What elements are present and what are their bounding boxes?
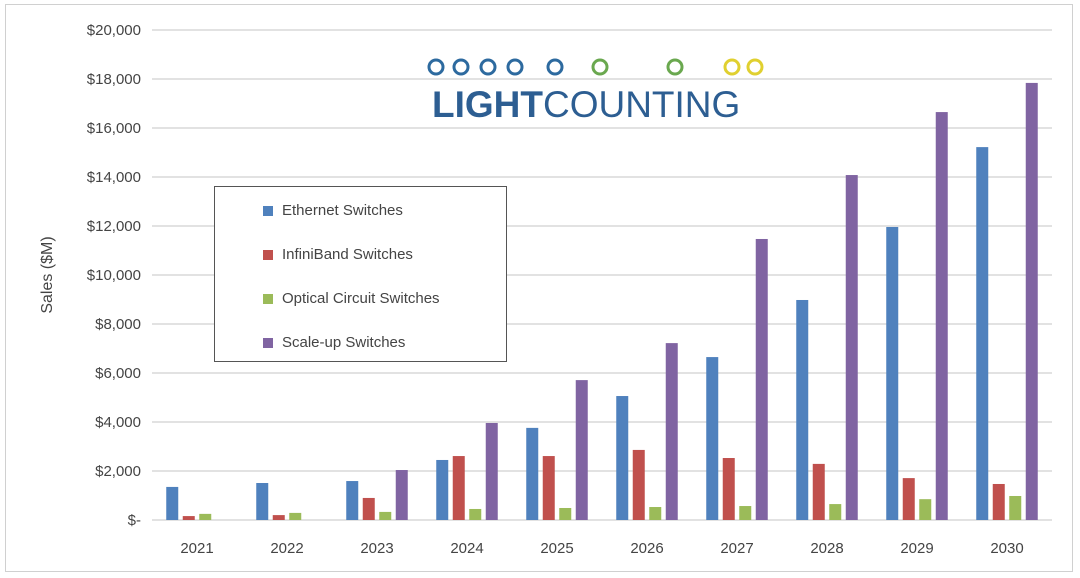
bar-ethernet-switches-2022 <box>256 483 269 520</box>
bar-scale-up-switches-2028 <box>845 175 858 521</box>
x-tick-label: 2024 <box>450 540 483 557</box>
x-tick-label: 2029 <box>900 540 933 557</box>
bar-optical-circuit-switches-2026 <box>649 507 662 520</box>
bar-optical-circuit-switches-2022 <box>289 512 302 520</box>
bar-scale-up-switches-2023 <box>395 470 408 520</box>
logo-circle <box>506 58 524 76</box>
bar-scale-up-switches-2029 <box>935 112 948 520</box>
bar-infiniband-switches-2028 <box>812 463 825 520</box>
chart-frame <box>5 4 1073 572</box>
bar-infiniband-switches-2027 <box>722 458 735 520</box>
x-tick-label: 2025 <box>540 540 573 557</box>
y-tick-label: $- <box>128 512 141 529</box>
bar-optical-circuit-switches-2027 <box>739 506 752 520</box>
bar-optical-circuit-switches-2030 <box>1009 495 1022 520</box>
y-tick-label: $10,000 <box>87 267 141 284</box>
x-tick-label: 2026 <box>630 540 663 557</box>
bar-infiniband-switches-2029 <box>902 478 915 520</box>
legend-item: Scale-up Switches <box>263 334 405 351</box>
x-tick-label: 2022 <box>270 540 303 557</box>
logo-circle <box>666 58 684 76</box>
logo-circle <box>723 58 741 76</box>
legend-swatch <box>263 205 273 216</box>
legend-label: Scale-up Switches <box>282 334 406 351</box>
x-tick-label: 2023 <box>360 540 393 557</box>
bar-infiniband-switches-2025 <box>542 456 555 520</box>
legend-label: Ethernet Switches <box>282 202 403 219</box>
y-tick-label: $8,000 <box>95 316 141 333</box>
logo-graphic <box>417 58 773 76</box>
y-axis-label: Sales ($M) <box>39 236 56 313</box>
legend-item: Ethernet Switches <box>263 202 403 219</box>
x-tick-label: 2030 <box>990 540 1023 557</box>
legend-item: InfiniBand Switches <box>263 246 413 263</box>
y-tick-label: $4,000 <box>95 414 141 431</box>
bar-scale-up-switches-2025 <box>575 380 588 520</box>
bar-ethernet-switches-2023 <box>346 481 359 520</box>
bar-infiniband-switches-2022 <box>272 515 285 520</box>
bar-optical-circuit-switches-2021 <box>199 513 212 520</box>
bar-optical-circuit-switches-2029 <box>919 499 932 520</box>
bar-ethernet-switches-2024 <box>436 459 449 520</box>
legend-label: InfiniBand Switches <box>282 246 413 263</box>
bar-ethernet-switches-2030 <box>976 147 989 521</box>
bar-infiniband-switches-2023 <box>362 497 375 520</box>
logo: LIGHTCOUNTING <box>432 84 741 125</box>
y-tick-label: $12,000 <box>87 218 141 235</box>
bar-scale-up-switches-2030 <box>1025 82 1038 521</box>
logo-circle <box>427 58 445 76</box>
bar-ethernet-switches-2027 <box>706 357 719 520</box>
legend-swatch <box>263 249 273 260</box>
legend-item: Optical Circuit Switches <box>263 290 440 307</box>
bar-ethernet-switches-2029 <box>886 226 899 521</box>
bar-scale-up-switches-2026 <box>665 343 678 520</box>
y-tick-label: $6,000 <box>95 365 141 382</box>
x-tick-label: 2021 <box>180 540 213 557</box>
y-tick-label: $2,000 <box>95 463 141 480</box>
bar-ethernet-switches-2021 <box>166 486 179 520</box>
legend-swatch <box>263 337 273 348</box>
y-tick-label: $20,000 <box>87 22 141 39</box>
y-tick-label: $16,000 <box>87 120 141 137</box>
legend: Ethernet Switches InfiniBand Switches Opti… <box>214 186 507 362</box>
bar-optical-circuit-switches-2023 <box>379 511 392 520</box>
bar-scale-up-switches-2024 <box>485 422 498 520</box>
bar-infiniband-switches-2021 <box>182 516 195 520</box>
bar-optical-circuit-switches-2025 <box>559 507 572 520</box>
bar-ethernet-switches-2028 <box>796 299 809 520</box>
bar-infiniband-switches-2026 <box>632 449 645 520</box>
bar-infiniband-switches-2030 <box>992 483 1005 520</box>
y-tick-label: $14,000 <box>87 169 141 186</box>
bar-ethernet-switches-2025 <box>526 427 539 520</box>
legend-swatch <box>263 293 273 304</box>
bar-optical-circuit-switches-2028 <box>829 504 842 520</box>
y-tick-label: $18,000 <box>87 71 141 88</box>
logo-circle <box>746 58 764 76</box>
x-tick-label: 2027 <box>720 540 753 557</box>
bar-ethernet-switches-2026 <box>616 396 629 520</box>
bar-optical-circuit-switches-2024 <box>469 508 482 520</box>
x-tick-label: 2028 <box>810 540 843 557</box>
logo-circle <box>479 58 497 76</box>
logo-circle <box>452 58 470 76</box>
bar-scale-up-switches-2027 <box>755 238 768 521</box>
logo-circle <box>591 58 609 76</box>
legend-label: Optical Circuit Switches <box>282 290 440 307</box>
bar-infiniband-switches-2024 <box>452 456 465 520</box>
logo-circle <box>546 58 564 76</box>
